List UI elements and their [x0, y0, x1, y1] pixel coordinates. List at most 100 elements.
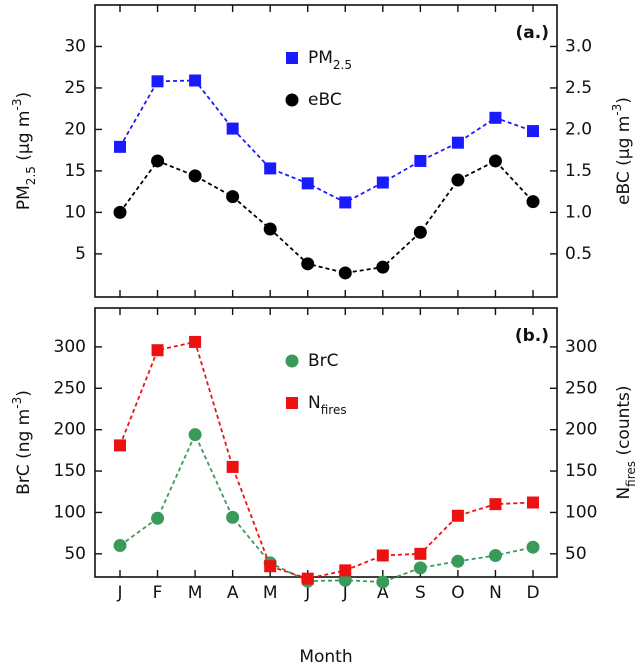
y2-tick-label: 1.0	[565, 202, 592, 222]
y2-axis-title-part: (counts)	[614, 385, 634, 461]
legend-label-part: BrC	[308, 351, 339, 371]
marker	[188, 169, 202, 183]
panel-label: (b.)	[515, 326, 549, 346]
marker	[264, 560, 277, 573]
y-axis-title-part: )	[14, 92, 34, 99]
marker	[113, 205, 127, 219]
y-tick-label: 30	[64, 36, 86, 56]
series-line	[119, 159, 534, 274]
y-axis-title-part: -3	[10, 397, 24, 409]
legend-label-part: 2.5	[333, 58, 352, 72]
marker	[451, 136, 464, 149]
marker	[376, 549, 389, 562]
y-tick-label: 250	[54, 378, 86, 398]
y-axis-title-part: BrC (ng m	[14, 409, 34, 495]
y2-axis-title-part: -3	[610, 104, 624, 116]
x-tick-label: M	[188, 583, 203, 603]
y-axis-title-part: 2.5	[24, 166, 38, 185]
x-tick-label: J	[116, 583, 122, 603]
legend-label: BrC	[308, 351, 339, 371]
series-line	[119, 79, 534, 204]
y2-tick-label: 2.0	[565, 119, 592, 139]
y2-axis-title-part: eBC (μg m	[614, 116, 634, 205]
marker	[376, 176, 389, 189]
x-tick-label: J	[342, 583, 348, 603]
marker	[338, 573, 352, 587]
marker	[263, 222, 277, 236]
x-axis-title: Month	[299, 647, 352, 667]
y2-axis-title-part: N	[614, 487, 634, 500]
marker	[301, 177, 314, 190]
legend-label: PM2.5	[308, 48, 352, 72]
legend-marker	[286, 397, 298, 409]
panel-label: (a.)	[516, 23, 549, 43]
marker	[451, 554, 465, 568]
series-line	[119, 340, 534, 580]
marker	[414, 547, 427, 560]
y-tick-label: 100	[54, 502, 86, 522]
marker	[376, 260, 390, 274]
legend-marker	[286, 52, 298, 64]
y2-axis-title-part: )	[614, 97, 634, 104]
y-tick-label: 200	[54, 420, 86, 440]
plot-frame	[94, 4, 558, 298]
marker	[301, 572, 314, 585]
y-axis-title-part: -3	[10, 99, 24, 111]
y2-tick-label: 150	[565, 461, 597, 481]
legend-label-part: fires	[321, 403, 347, 417]
y-tick-label: 20	[64, 119, 86, 139]
legend-marker	[285, 354, 299, 368]
legend-label-part: PM	[308, 48, 333, 68]
marker	[376, 575, 390, 589]
legend-marker	[285, 93, 299, 107]
marker	[226, 510, 240, 524]
y-tick-label: 10	[64, 202, 86, 222]
x-tick-label: N	[489, 583, 502, 603]
x-tick-label: S	[415, 583, 426, 603]
marker	[151, 154, 165, 168]
marker	[413, 225, 427, 239]
y2-tick-label: 200	[565, 420, 597, 440]
marker	[526, 540, 540, 554]
y2-axis-title: Nfires (counts)	[614, 385, 638, 499]
y2-tick-label: 2.5	[565, 78, 592, 98]
marker	[114, 140, 126, 153]
y-tick-label: 50	[64, 544, 86, 564]
marker	[151, 511, 165, 525]
x-tick-label: A	[377, 583, 389, 603]
marker	[226, 190, 240, 204]
marker	[451, 173, 465, 187]
x-tick-label: J	[304, 583, 310, 603]
y2-tick-label: 300	[565, 337, 597, 357]
legend-label-part: N	[308, 393, 321, 413]
plot-frame	[94, 307, 558, 578]
series-line	[119, 432, 534, 583]
marker	[301, 257, 315, 271]
y-tick-label: 25	[64, 78, 86, 98]
x-tick-label: F	[153, 583, 163, 603]
marker	[151, 344, 164, 357]
x-tick-label: A	[227, 583, 239, 603]
marker	[189, 335, 202, 348]
marker	[488, 154, 502, 168]
y2-axis-title: eBC (μg m-3)	[610, 97, 635, 205]
marker	[264, 162, 277, 175]
y2-tick-label: 3.0	[565, 36, 592, 56]
marker	[526, 195, 540, 209]
marker	[338, 266, 352, 280]
y2-tick-label: 1.5	[565, 161, 592, 181]
y-axis-title-part: PM	[14, 185, 34, 210]
y-tick-label: 5	[75, 244, 86, 264]
marker	[151, 75, 164, 88]
marker	[339, 196, 352, 209]
y2-tick-label: 0.5	[565, 244, 592, 264]
y2-tick-label: 100	[565, 502, 597, 522]
legend-label: Nfires	[308, 393, 347, 417]
legend-label: eBC	[308, 90, 342, 110]
y-axis-title: PM2.5 (μg m-3)	[10, 92, 38, 210]
marker	[527, 125, 539, 138]
legend-label-part: eBC	[308, 90, 342, 110]
marker	[451, 509, 464, 522]
y-axis-title-part: )	[14, 390, 34, 397]
